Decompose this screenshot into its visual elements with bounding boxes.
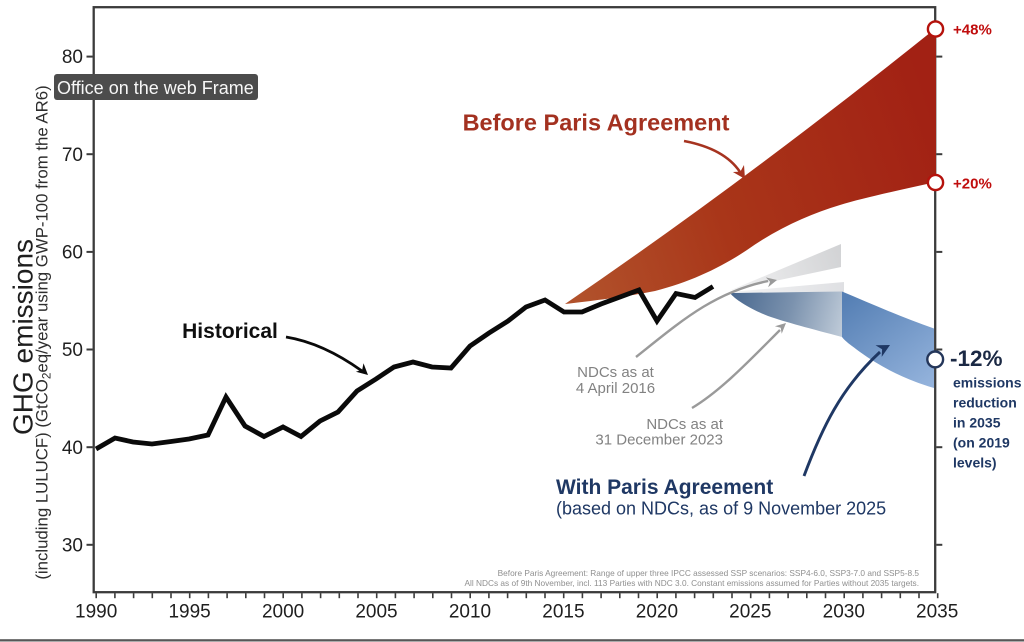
svg-text:NDCs as at: NDCs as at bbox=[577, 364, 655, 381]
svg-text:in 2035: in 2035 bbox=[953, 415, 1001, 431]
svg-text:All NDCs as of 9th November, i: All NDCs as of 9th November, incl. 113 P… bbox=[464, 578, 919, 588]
svg-text:40: 40 bbox=[62, 438, 83, 459]
svg-text:1995: 1995 bbox=[168, 602, 210, 623]
svg-text:2030: 2030 bbox=[823, 602, 865, 623]
svg-text:2015: 2015 bbox=[542, 602, 584, 623]
svg-text:Before Paris Agreement: Range: Before Paris Agreement: Range of upper t… bbox=[498, 568, 920, 578]
svg-text:NDCs as at: NDCs as at bbox=[646, 416, 724, 433]
svg-text:GHG emissions: GHG emissions bbox=[8, 239, 39, 435]
svg-text:(on 2019: (on 2019 bbox=[953, 435, 1010, 451]
svg-text:reduction: reduction bbox=[953, 395, 1017, 411]
svg-text:Office on the web Frame: Office on the web Frame bbox=[57, 78, 254, 98]
svg-text:30: 30 bbox=[62, 535, 83, 556]
svg-text:1990: 1990 bbox=[75, 602, 117, 623]
svg-text:+20%: +20% bbox=[953, 176, 992, 193]
svg-text:2010: 2010 bbox=[449, 602, 491, 623]
svg-text:70: 70 bbox=[62, 145, 83, 166]
svg-text:(based on NDCs, as of 9 Novemb: (based on NDCs, as of 9 November 2025 bbox=[556, 499, 886, 519]
svg-text:2005: 2005 bbox=[355, 602, 397, 623]
svg-text:2020: 2020 bbox=[636, 602, 678, 623]
svg-text:4 April 2016: 4 April 2016 bbox=[576, 380, 655, 397]
svg-text:2035: 2035 bbox=[916, 602, 958, 623]
svg-text:31 December 2023: 31 December 2023 bbox=[595, 432, 723, 449]
svg-text:emissions: emissions bbox=[953, 375, 1022, 391]
svg-text:60: 60 bbox=[62, 243, 83, 264]
svg-text:+48%: +48% bbox=[953, 22, 992, 39]
svg-text:levels): levels) bbox=[953, 455, 997, 471]
svg-text:80: 80 bbox=[62, 47, 83, 68]
svg-text:(including LULUCF) (GtCO2eq/ye: (including LULUCF) (GtCO2eq/year using G… bbox=[33, 85, 54, 579]
svg-text:50: 50 bbox=[62, 340, 83, 361]
svg-text:2000: 2000 bbox=[262, 602, 304, 623]
svg-text:2025: 2025 bbox=[729, 602, 771, 623]
svg-text:With Paris Agreement: With Paris Agreement bbox=[556, 476, 773, 499]
svg-text:Historical: Historical bbox=[182, 320, 278, 343]
svg-text:-12%: -12% bbox=[950, 346, 1003, 371]
svg-text:Before Paris Agreement: Before Paris Agreement bbox=[463, 110, 730, 136]
